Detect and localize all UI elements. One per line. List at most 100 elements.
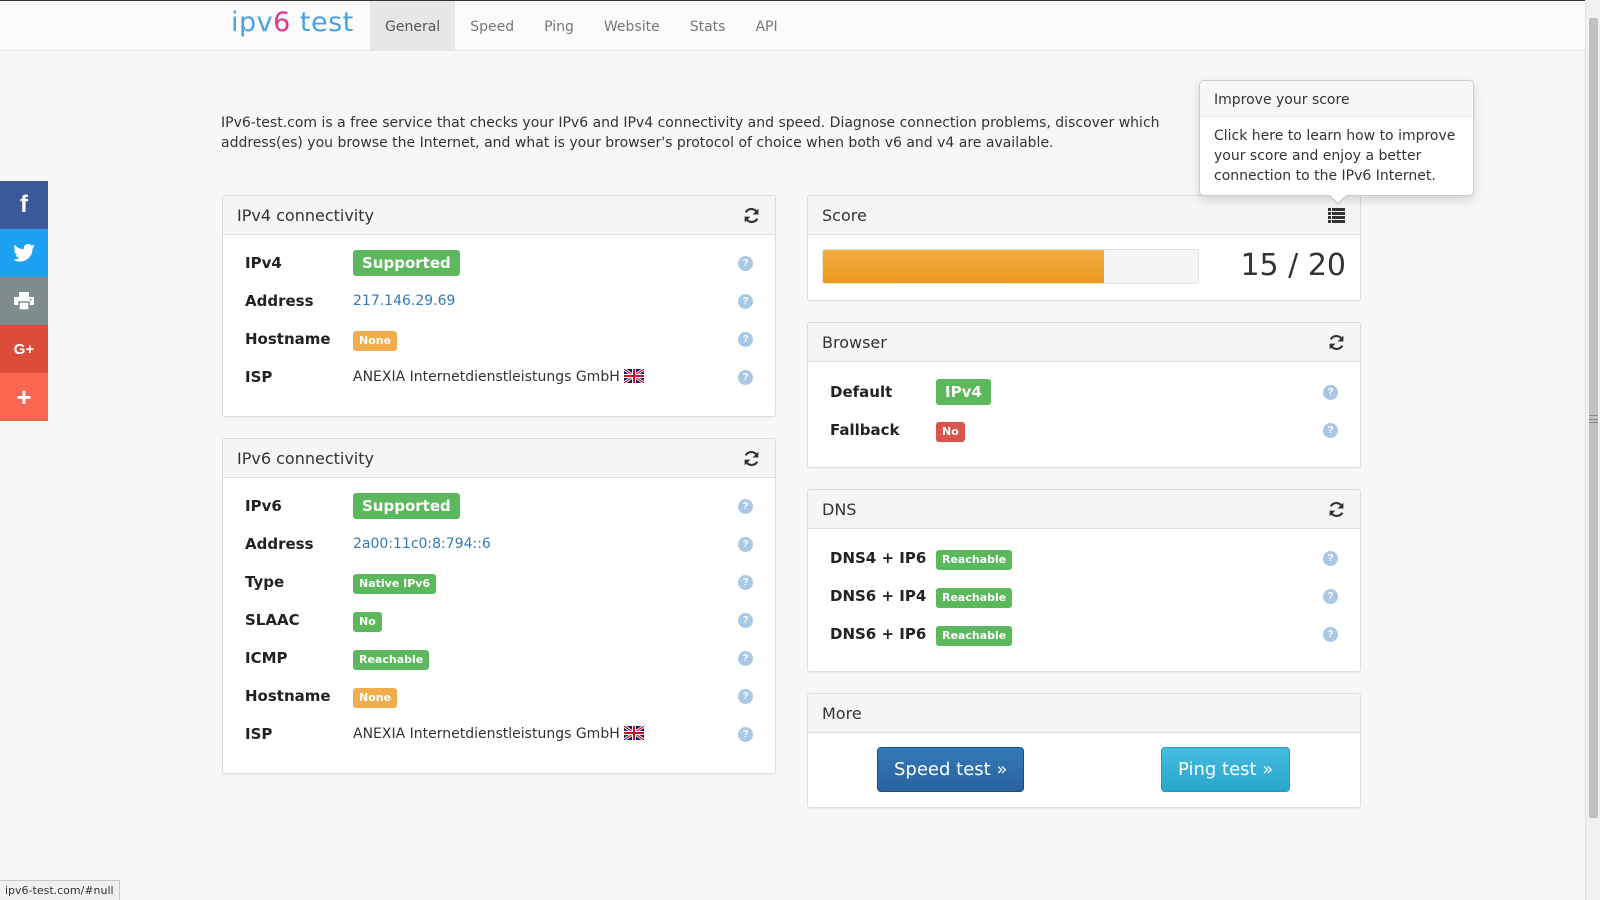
score-panel: Score 15 / 20: [807, 195, 1361, 301]
row-label: Default: [830, 383, 893, 401]
ipv6-isp-row: ISP ANEXIA Internetdienstleistungs GmbH …: [245, 719, 753, 749]
twitter-share-button[interactable]: [0, 229, 48, 277]
print-icon: [14, 292, 34, 310]
tab-api[interactable]: API: [755, 19, 778, 35]
row-label: ISP: [245, 368, 273, 386]
improve-score-popover[interactable]: Improve your score Click here to learn h…: [1199, 80, 1474, 205]
reachable-badge: Reachable: [936, 550, 1013, 570]
refresh-icon[interactable]: [1327, 500, 1346, 519]
ipv4-status-row: IPv4 Supported ?: [245, 248, 753, 278]
row-label: Fallback: [830, 421, 900, 439]
row-label: Hostname: [245, 687, 331, 705]
panel-title: Browser: [822, 333, 887, 352]
more-share-button[interactable]: +: [0, 373, 48, 421]
none-badge: None: [353, 688, 398, 708]
reachable-badge: Reachable: [936, 626, 1013, 646]
popover-content[interactable]: Click here to learn how to improve your …: [1214, 128, 1456, 184]
tab-stats[interactable]: Stats: [689, 19, 726, 35]
main-nav: General Speed Ping Website Stats API: [370, 1, 793, 51]
row-label: SLAAC: [245, 611, 300, 629]
panel-title: IPv6 connectivity: [237, 449, 374, 468]
panel-title: More: [822, 704, 862, 723]
list-icon[interactable]: [1327, 206, 1346, 225]
dns6-ip6-row: DNS6 + IP6 Reachable ?: [830, 619, 1338, 649]
tab-ping[interactable]: Ping: [544, 19, 574, 35]
help-icon[interactable]: ?: [1323, 627, 1338, 642]
panel-heading: Browser: [808, 323, 1360, 362]
refresh-icon[interactable]: [1327, 333, 1346, 352]
facebook-share-button[interactable]: f: [0, 181, 48, 229]
help-icon[interactable]: ?: [738, 256, 753, 271]
score-value: 15 / 20: [1240, 248, 1346, 283]
popover-title: Improve your score: [1200, 81, 1473, 117]
refresh-icon[interactable]: [742, 206, 761, 225]
refresh-icon[interactable]: [742, 449, 761, 468]
native-ipv6-badge: Native IPv6: [353, 574, 437, 594]
row-label: IPv4: [245, 254, 282, 272]
tab-website[interactable]: Website: [603, 19, 660, 35]
ipv6-address-row: Address 2a00:11c0:8:794::6 ?: [245, 529, 753, 559]
browser-default-row: Default IPv4 ?: [830, 377, 1338, 407]
scrollbar-thumb[interactable]: [1589, 18, 1598, 818]
row-label: IPv6: [245, 497, 282, 515]
help-icon[interactable]: ?: [738, 294, 753, 309]
help-icon[interactable]: ?: [738, 575, 753, 590]
ipv4-hostname-row: Hostname None ?: [245, 324, 753, 354]
help-icon[interactable]: ?: [1323, 423, 1338, 438]
help-icon[interactable]: ?: [738, 613, 753, 628]
panel-heading: IPv6 connectivity: [223, 439, 775, 478]
help-icon[interactable]: ?: [738, 727, 753, 742]
help-icon[interactable]: ?: [738, 499, 753, 514]
ping-test-button[interactable]: Ping test »: [1161, 747, 1291, 792]
dns4-ip6-row: DNS4 + IP6 Reachable ?: [830, 543, 1338, 573]
isp-name: ANEXIA Internetdienstleistungs GmbH: [353, 726, 620, 742]
ipv6-type-row: Type Native IPv6 ?: [245, 567, 753, 597]
top-navbar: ipv6 test General Speed Ping Website Sta…: [0, 0, 1585, 51]
ipv6-icmp-row: ICMP Reachable ?: [245, 643, 753, 673]
help-icon[interactable]: ?: [738, 332, 753, 347]
logo-part-ipv: ipv: [231, 7, 274, 38]
row-label: Address: [245, 535, 314, 553]
speed-test-button[interactable]: Speed test »: [877, 747, 1025, 792]
panel-heading: IPv4 connectivity: [223, 196, 775, 235]
row-label: Hostname: [245, 330, 331, 348]
browser-panel: Browser Default IPv4 ? Fallback No ?: [807, 322, 1361, 468]
ipv4-address-link[interactable]: 217.146.29.69: [353, 293, 456, 309]
row-label: DNS6 + IP4: [830, 587, 927, 605]
row-label: Address: [245, 292, 314, 310]
dns-panel: DNS DNS4 + IP6 Reachable ? DNS6 + IP4 Re…: [807, 489, 1361, 672]
help-icon[interactable]: ?: [1323, 385, 1338, 400]
logo-part-test: test: [290, 7, 354, 38]
help-icon[interactable]: ?: [738, 689, 753, 704]
help-icon[interactable]: ?: [738, 537, 753, 552]
ipv6-slaac-row: SLAAC No ?: [245, 605, 753, 635]
help-icon[interactable]: ?: [1323, 589, 1338, 604]
twitter-icon: [13, 244, 35, 262]
supported-badge: Supported: [353, 493, 460, 519]
ipv6-connectivity-panel: IPv6 connectivity IPv6 Supported ? Addre…: [222, 438, 776, 774]
row-label: Type: [245, 573, 285, 591]
row-label: ISP: [245, 725, 273, 743]
vertical-scrollbar[interactable]: [1585, 0, 1600, 900]
ipv6-status-row: IPv6 Supported ?: [245, 491, 753, 521]
panel-title: Score: [822, 206, 867, 225]
reachable-badge: Reachable: [936, 588, 1013, 608]
reachable-badge: Reachable: [353, 650, 430, 670]
ipv6-hostname-row: Hostname None ?: [245, 681, 753, 711]
help-icon[interactable]: ?: [738, 651, 753, 666]
panel-heading: More: [808, 694, 1360, 733]
ipv6-address-link[interactable]: 2a00:11c0:8:794::6: [353, 536, 491, 552]
tab-speed[interactable]: Speed: [470, 19, 515, 35]
row-label: ICMP: [245, 649, 288, 667]
ipv4-address-row: Address 217.146.29.69 ?: [245, 286, 753, 316]
site-logo[interactable]: ipv6 test: [231, 7, 354, 38]
dns6-ip4-row: DNS6 + IP4 Reachable ?: [830, 581, 1338, 611]
panel-heading: Score: [808, 196, 1360, 235]
help-icon[interactable]: ?: [738, 370, 753, 385]
help-icon[interactable]: ?: [1323, 551, 1338, 566]
print-button[interactable]: [0, 277, 48, 325]
tab-general[interactable]: General: [370, 1, 456, 51]
google-plus-share-button[interactable]: G+: [0, 325, 48, 373]
social-share-bar: f G+ +: [0, 181, 48, 421]
row-label: DNS4 + IP6: [830, 549, 927, 567]
